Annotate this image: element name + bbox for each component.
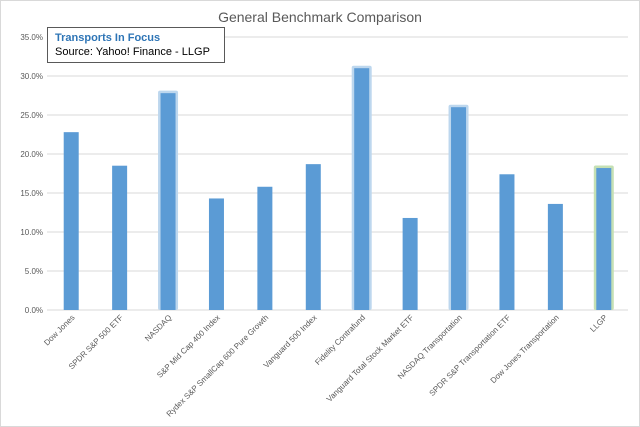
bar xyxy=(305,164,321,310)
bar xyxy=(451,107,467,310)
annotation-title: Transports In Focus xyxy=(55,32,161,44)
bar xyxy=(354,68,370,310)
y-axis-ticks: 0.0% 5.0% 10.0% 15.0% 20.0% 25.0% 30.0% 35.0% xyxy=(20,33,43,315)
y-tick-label: 5.0% xyxy=(25,267,43,276)
chart-title: General Benchmark Comparison xyxy=(218,9,422,25)
x-category-label: NASDAQ xyxy=(143,313,173,343)
bar xyxy=(402,217,418,310)
y-tick-label: 30.0% xyxy=(20,72,43,81)
bars xyxy=(63,65,614,310)
x-category-label: Rydex S&P SmallCap 600 Pure Growth xyxy=(165,313,271,419)
bar xyxy=(596,168,612,310)
x-category-label: SPDR S&P 500 ETF xyxy=(67,313,125,371)
y-tick-label: 10.0% xyxy=(20,228,43,237)
y-tick-label: 0.0% xyxy=(25,306,43,315)
bar xyxy=(547,203,563,310)
x-category-label: Fidelity Contrafund xyxy=(313,313,367,367)
bar xyxy=(112,165,128,310)
x-category-label: LLGP xyxy=(588,313,609,334)
x-category-label: SPDR S&P Transportation ETF xyxy=(428,313,513,398)
bar xyxy=(499,174,515,310)
annotation-source: Source: Yahoo! Finance - LLGP xyxy=(55,46,210,58)
y-tick-label: 15.0% xyxy=(20,189,43,198)
y-tick-label: 20.0% xyxy=(20,150,43,159)
annotation-box: Transports In Focus Source: Yahoo! Finan… xyxy=(47,27,225,63)
bar xyxy=(160,93,176,310)
bar xyxy=(63,132,79,310)
y-tick-label: 25.0% xyxy=(20,111,43,120)
y-tick-label: 35.0% xyxy=(20,33,43,42)
bar xyxy=(208,198,224,310)
x-category-label: Vanguard Total Stock Market ETF xyxy=(325,313,416,404)
x-category-label: Vanguard 500 Index xyxy=(262,313,319,370)
x-category-label: Dow Jones xyxy=(42,313,76,347)
gridlines xyxy=(47,36,628,311)
bar xyxy=(257,186,273,310)
